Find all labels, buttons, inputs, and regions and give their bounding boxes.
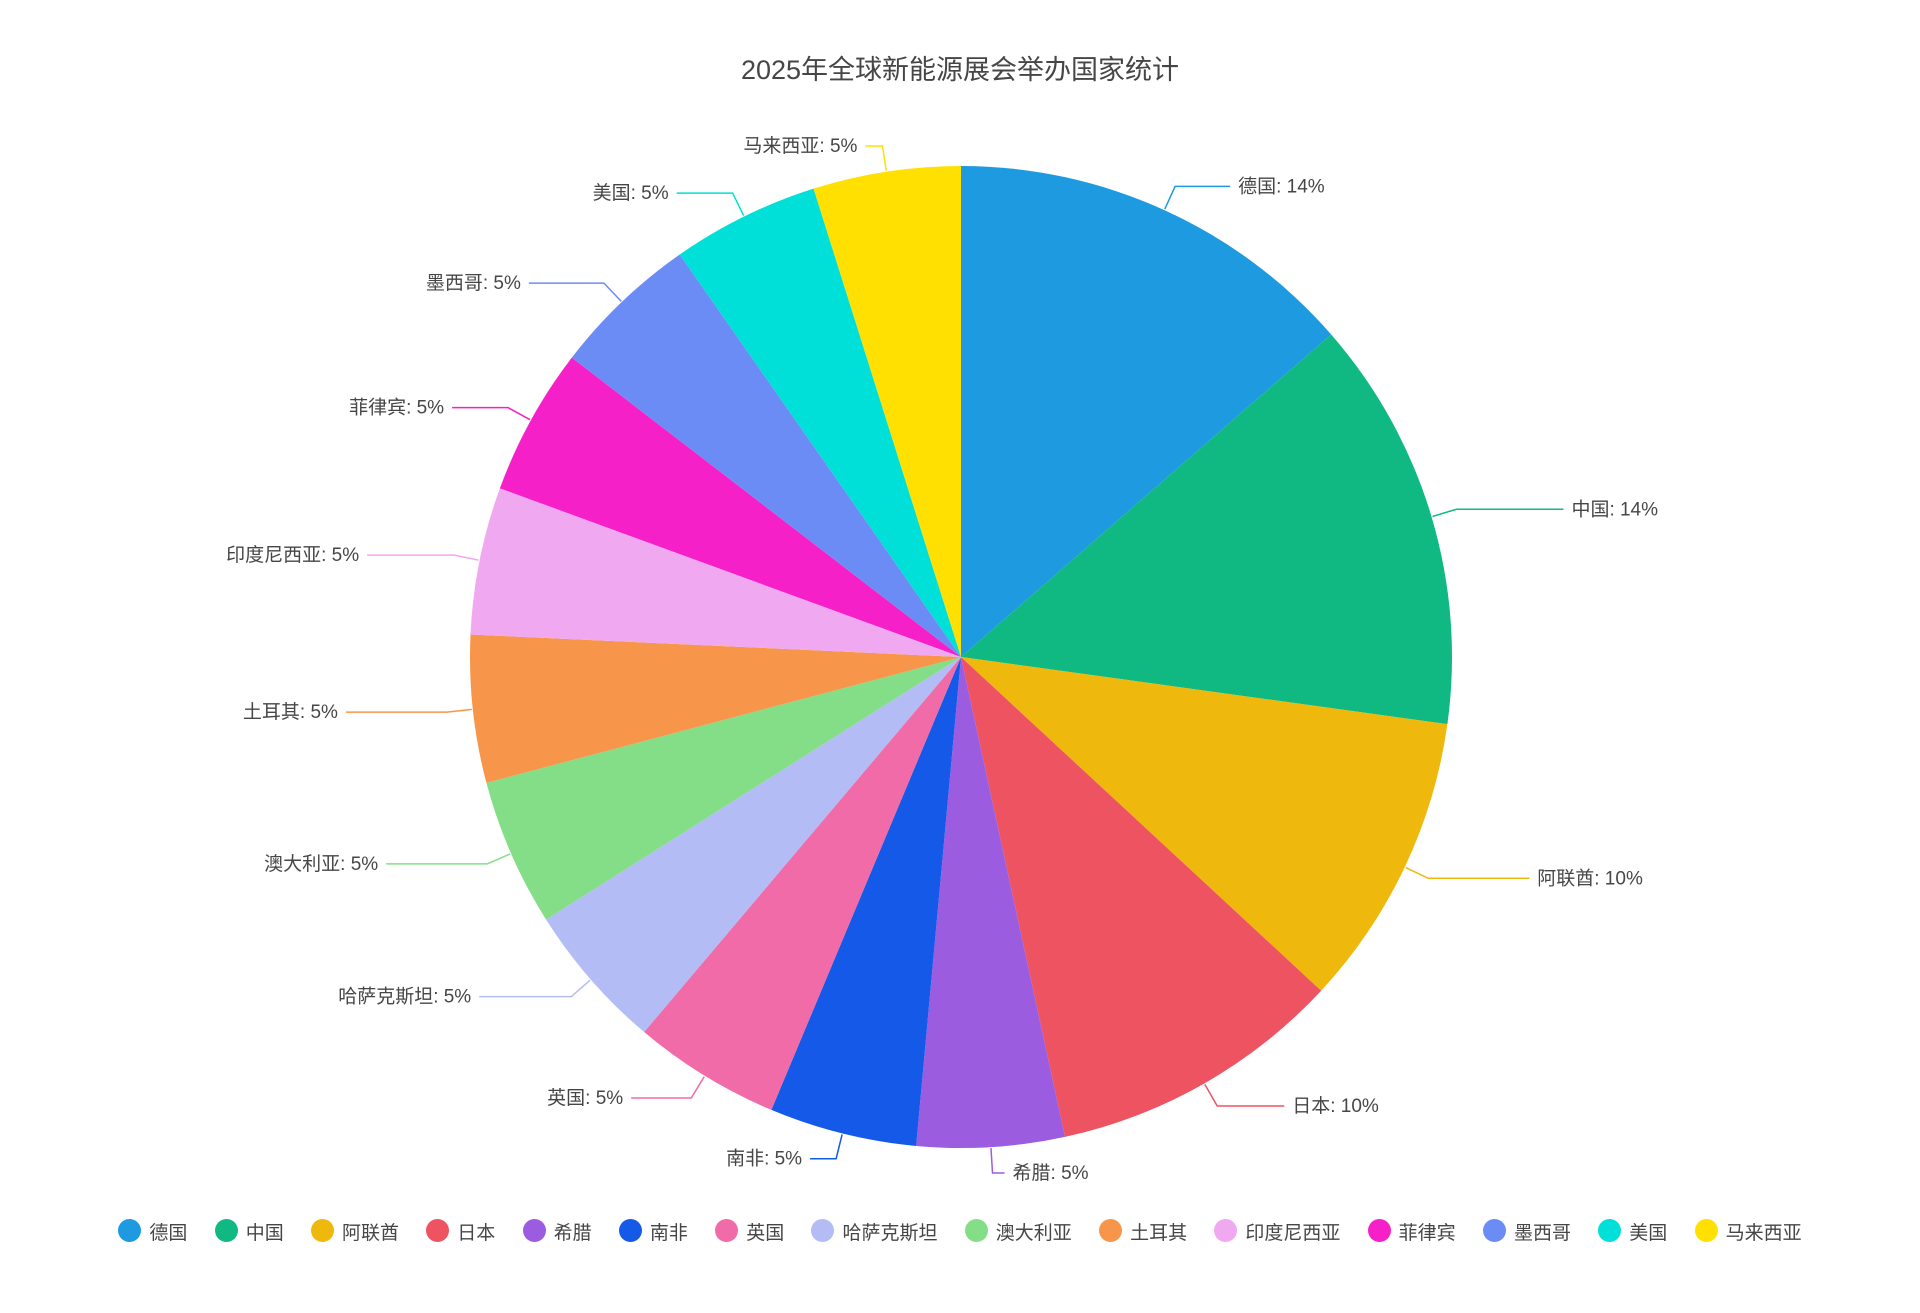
svg-text:德国: 14%: 德国: 14% — [1238, 175, 1325, 197]
svg-text:美国: 5%: 美国: 5% — [593, 182, 669, 204]
svg-text:中国: 14%: 中国: 14% — [1571, 498, 1658, 520]
svg-text:日本: 10%: 日本: 10% — [1292, 1095, 1379, 1117]
svg-text:澳大利亚: 5%: 澳大利亚: 5% — [264, 853, 378, 875]
svg-text:英国: 5%: 英国: 5% — [547, 1087, 623, 1109]
svg-text:希腊: 5%: 希腊: 5% — [1013, 1162, 1089, 1184]
svg-text:马来西亚: 5%: 马来西亚: 5% — [743, 135, 857, 157]
svg-text:印度尼西亚: 5%: 印度尼西亚: 5% — [226, 544, 359, 566]
svg-text:菲律宾: 5%: 菲律宾: 5% — [349, 397, 444, 419]
svg-text:墨西哥: 5%: 墨西哥: 5% — [426, 273, 521, 294]
svg-text:土耳其: 5%: 土耳其: 5% — [243, 701, 338, 723]
svg-text:阿联酋: 10%: 阿联酋: 10% — [1537, 867, 1643, 889]
svg-text:南非: 5%: 南非: 5% — [726, 1148, 802, 1170]
svg-text:哈萨克斯坦: 5%: 哈萨克斯坦: 5% — [338, 986, 471, 1008]
